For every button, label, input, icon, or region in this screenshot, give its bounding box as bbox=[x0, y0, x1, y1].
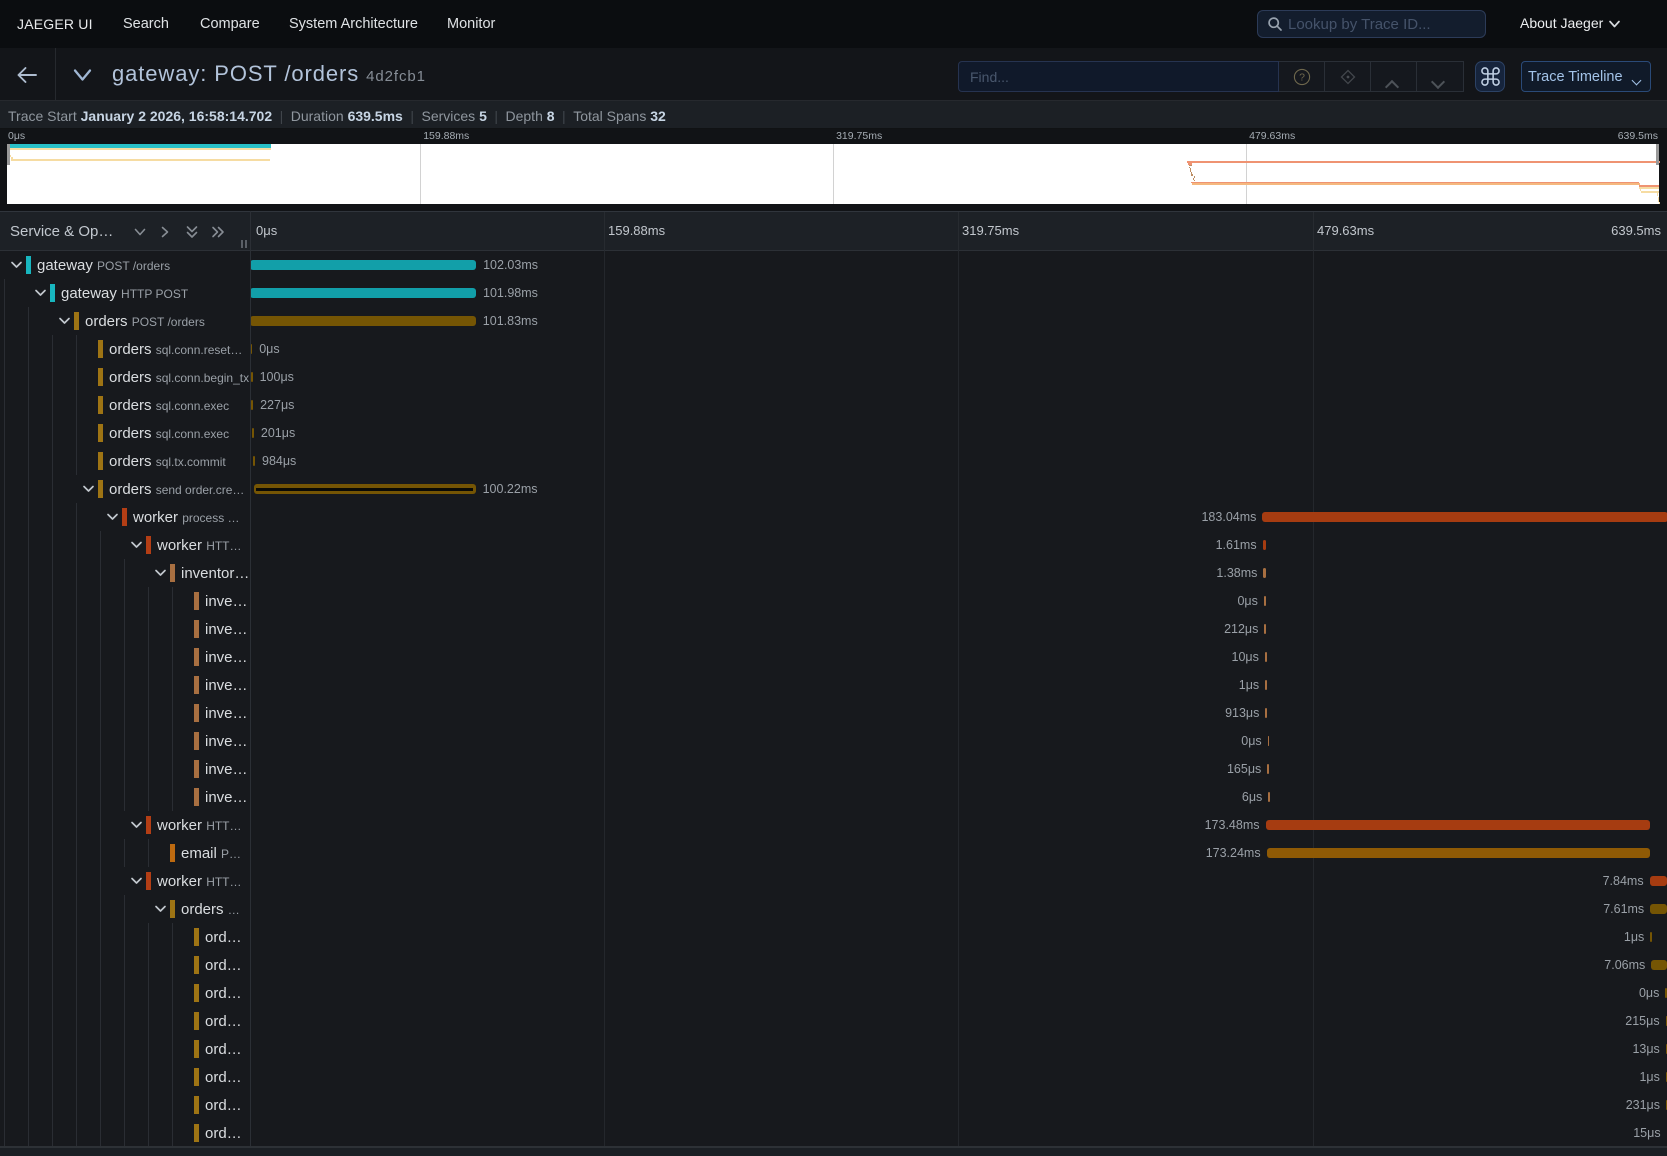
svg-text:?: ? bbox=[1299, 72, 1305, 84]
